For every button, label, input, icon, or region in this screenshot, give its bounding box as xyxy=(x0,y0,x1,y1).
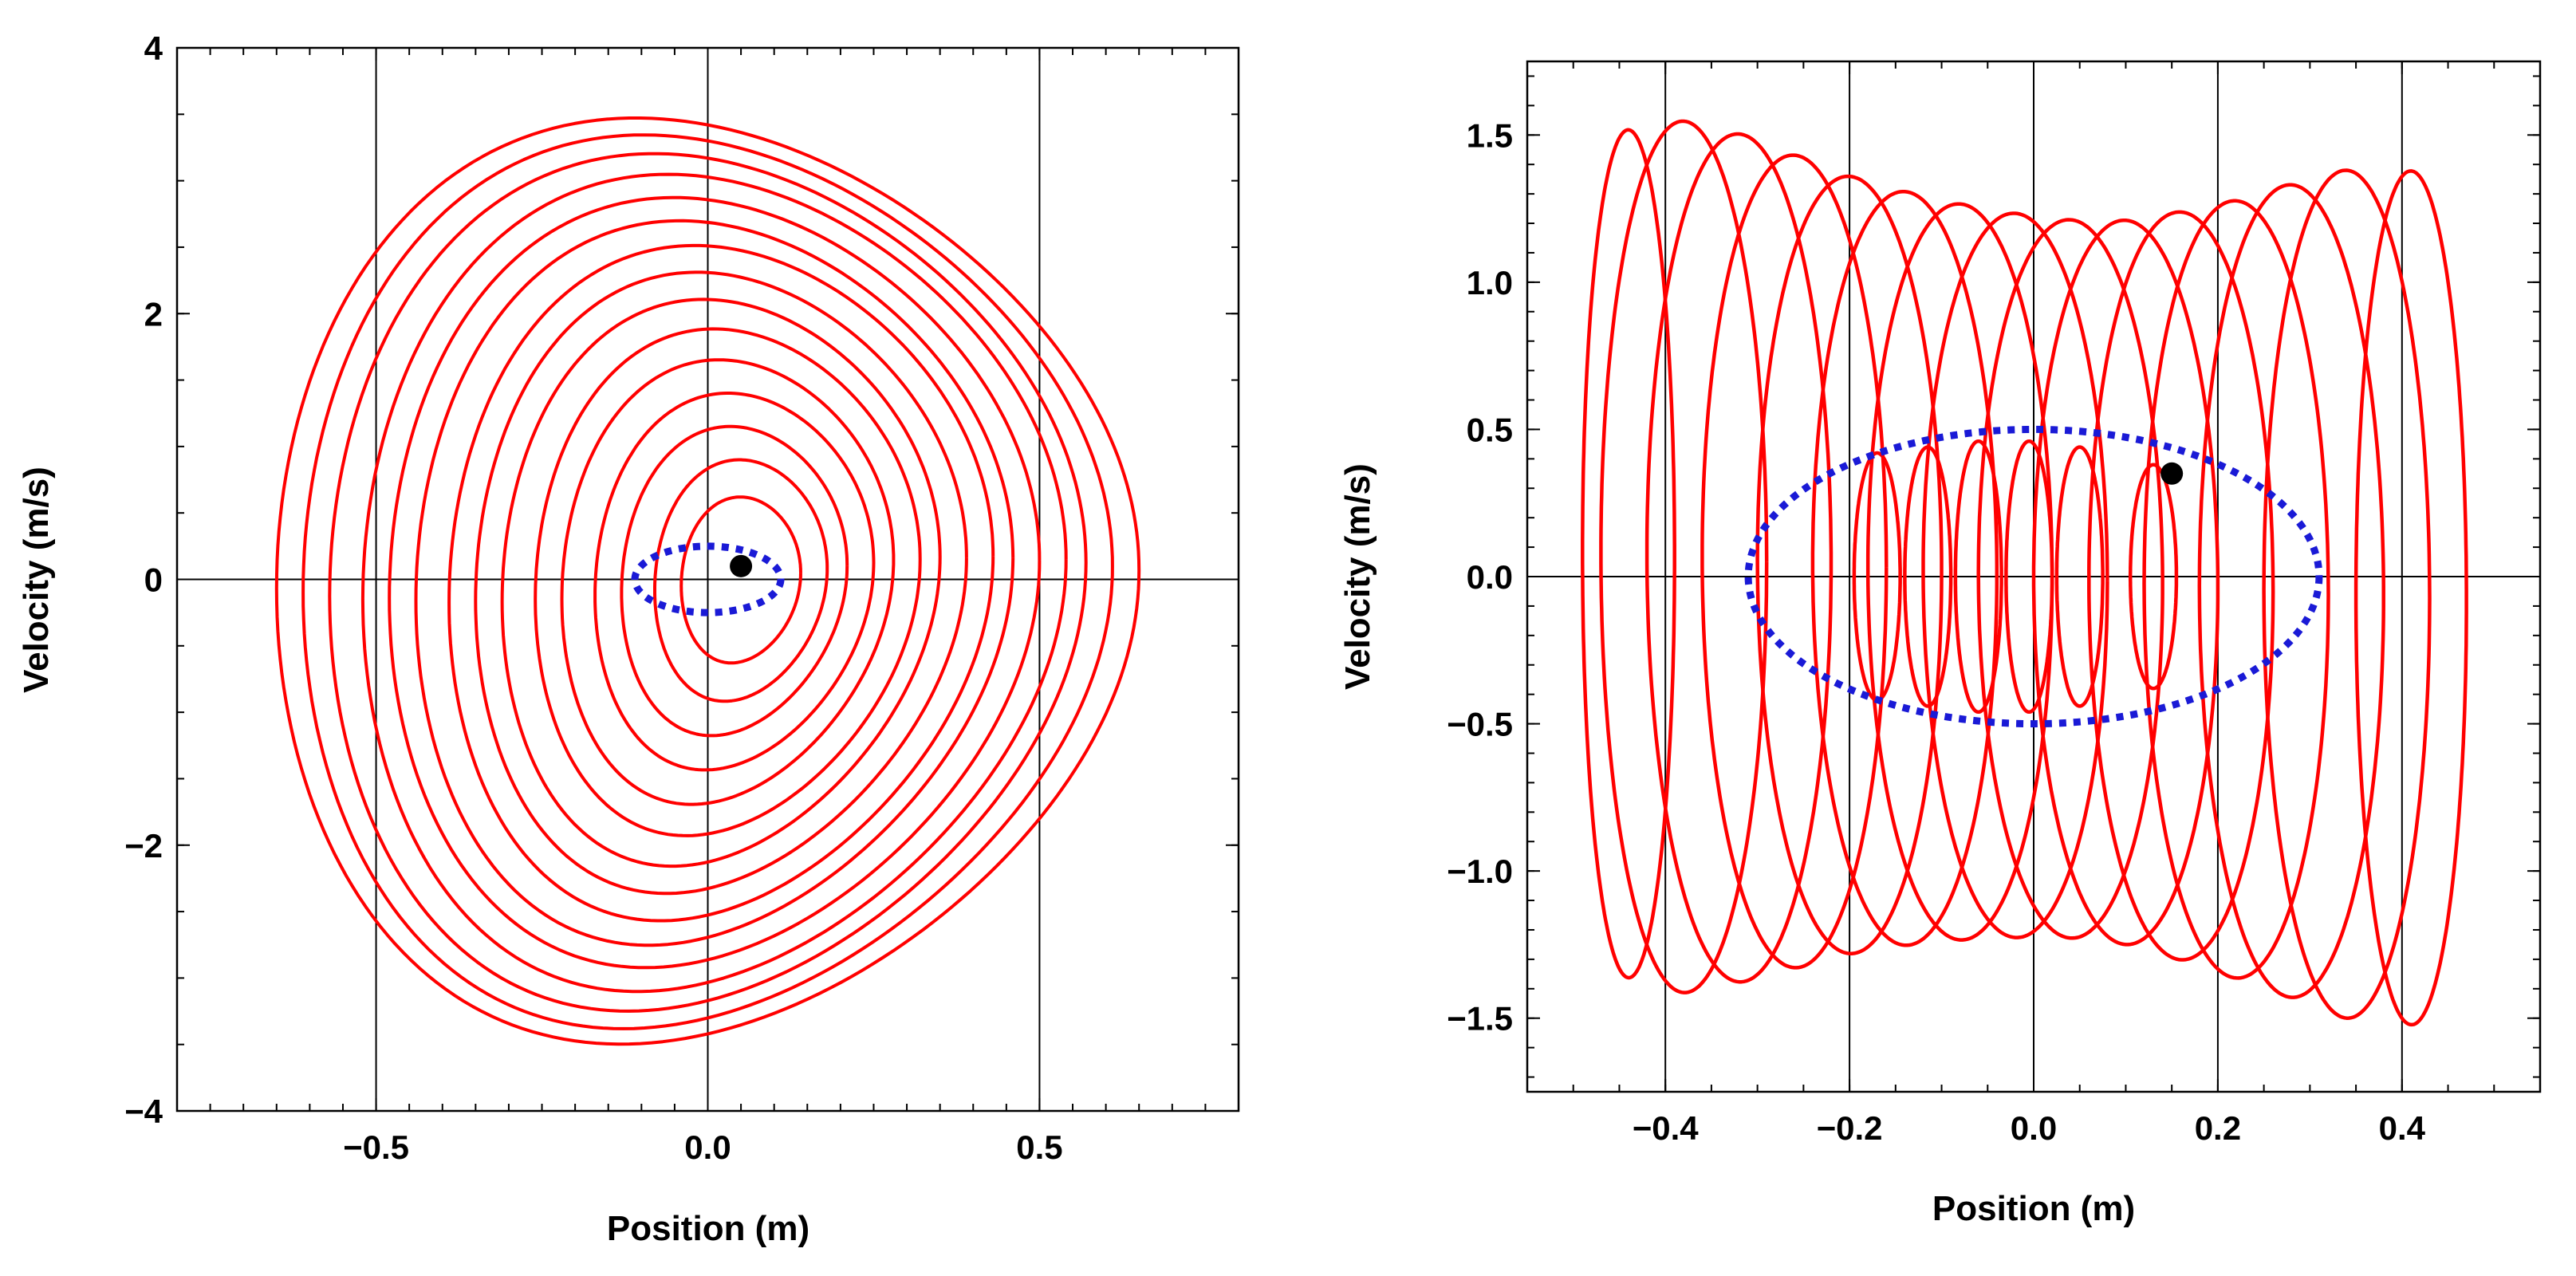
trajectory-loop xyxy=(500,297,942,868)
state-marker xyxy=(730,554,753,577)
trajectory-loop xyxy=(560,358,896,806)
trajectory-loop xyxy=(593,392,876,772)
right-phase-portrait: −0.4 −0.2 0.0 0.2 0.4 1.5 1.0 0.5 0.0 −0.5 −1.0 −1.… xyxy=(1338,60,2542,1228)
y-tick-label: 0.0 xyxy=(1467,558,1513,596)
trajectory-loop xyxy=(1953,439,2003,715)
trajectory-loop xyxy=(360,172,1068,994)
left-phase-portrait: −0.5 0.0 0.5 4 2 0 −2 −4 Position (m) Velocity (m… xyxy=(17,30,1240,1248)
y-tick-label: −2 xyxy=(124,827,163,864)
state-marker xyxy=(2160,462,2184,485)
trajectory-loop xyxy=(1700,153,1889,970)
trajectory-loop xyxy=(1644,132,1834,984)
trajectory-loop xyxy=(274,116,1141,1046)
trajectory-loop xyxy=(2087,210,2275,962)
trajectory-loop xyxy=(1755,174,1944,955)
x-tick-label: −0.4 xyxy=(1633,1109,1700,1147)
trajectory-loop xyxy=(2142,199,2330,980)
trajectory-loop xyxy=(679,495,802,665)
trajectory-loop xyxy=(447,243,995,923)
x-tick-label: 0.4 xyxy=(2379,1109,2426,1147)
trajectory-loop xyxy=(2031,218,2220,947)
trajectory-loop xyxy=(1921,211,2109,939)
boundary-ellipse xyxy=(631,542,785,616)
trajectory-loop xyxy=(2353,169,2468,1027)
y-tick-label: −1.0 xyxy=(1447,853,1513,890)
y-axis-title: Velocity (m/s) xyxy=(17,467,56,693)
y-tick-label: 2 xyxy=(144,295,163,333)
trajectory-loop xyxy=(1810,189,1999,947)
y-tick-label: −0.5 xyxy=(1447,706,1513,743)
trajectory-loop xyxy=(2004,439,2054,715)
trajectory-loop xyxy=(1599,119,1769,994)
trajectory-loop xyxy=(653,458,829,703)
trajectory-loop xyxy=(2197,183,2385,999)
trajectory-loop xyxy=(388,195,1042,970)
plot-area xyxy=(274,116,1141,1046)
y-tick-label: −4 xyxy=(124,1093,163,1130)
plot-area xyxy=(1581,119,2468,1027)
trajectory-loop xyxy=(414,219,1015,947)
trajectory-loop xyxy=(1976,218,2164,940)
trajectory-loop xyxy=(534,327,922,837)
x-axis-title: Position (m) xyxy=(607,1209,809,1248)
x-tick-label: 0.0 xyxy=(2011,1109,2057,1147)
x-axis-title: Position (m) xyxy=(1932,1189,2135,1228)
y-tick-label: 0.5 xyxy=(1467,411,1513,448)
trajectory-loop xyxy=(1903,445,1953,708)
boundary-ellipse xyxy=(1744,425,2323,728)
x-tick-label: −0.2 xyxy=(1817,1109,1883,1147)
y-tick-label: 0 xyxy=(144,561,163,599)
x-tick-label: −0.5 xyxy=(343,1128,409,1166)
x-tick-label: 0.2 xyxy=(2195,1109,2241,1147)
trajectory-loop xyxy=(1865,202,2054,942)
x-tick-label: 0.5 xyxy=(1016,1128,1062,1166)
trajectory-loop xyxy=(474,270,968,896)
x-tick-label: 0.0 xyxy=(684,1128,731,1166)
trajectory-loop xyxy=(1852,451,1902,703)
y-axis-title: Velocity (m/s) xyxy=(1338,463,1377,690)
y-tick-label: 1.5 xyxy=(1467,116,1513,154)
trajectory-loop xyxy=(1581,128,1676,980)
trajectory-loop xyxy=(328,152,1088,1013)
trajectory-loop xyxy=(2262,168,2432,1020)
trajectory-loop xyxy=(2054,445,2105,708)
y-tick-label: 4 xyxy=(144,30,163,67)
y-tick-label: −1.5 xyxy=(1447,1000,1513,1038)
y-tick-label: 1.0 xyxy=(1467,264,1513,301)
trajectory-loop xyxy=(620,424,849,738)
trajectory-loop xyxy=(301,133,1114,1030)
